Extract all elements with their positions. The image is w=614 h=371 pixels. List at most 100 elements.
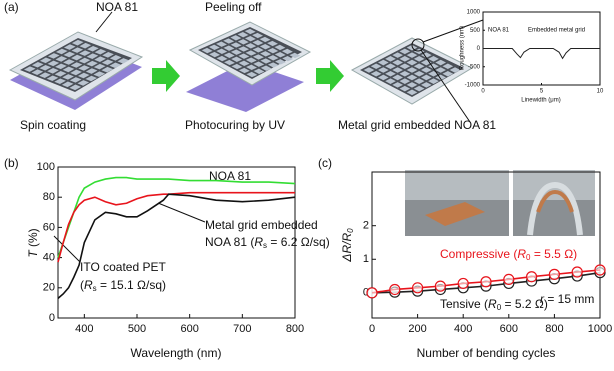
layer [63, 44, 76, 50]
plot-frame [57, 166, 296, 319]
y-tick-label: 0 [477, 46, 481, 52]
layer [377, 67, 389, 73]
layer [231, 63, 243, 70]
annotation: (Rs = 15.1 Ω/sq) [80, 278, 166, 293]
panel-label: (a) [4, 0, 19, 14]
series-line [483, 48, 600, 60]
layer [435, 74, 447, 81]
layer [260, 51, 272, 57]
layer [267, 55, 279, 61]
y-tick-label: 0 [363, 287, 369, 299]
layer [63, 51, 76, 58]
layer [413, 63, 425, 70]
layer [223, 52, 235, 59]
layer [413, 56, 425, 62]
annotation: Embedded metal grid [528, 28, 585, 34]
layer [71, 54, 83, 61]
layer [71, 47, 84, 53]
layer [267, 62, 279, 68]
layer [435, 67, 447, 73]
x-tick-label: 0 [481, 89, 485, 95]
layer [370, 63, 382, 70]
marker [434, 280, 446, 292]
layer [237, 31, 249, 38]
layer [31, 61, 44, 68]
y-axis-label: ΔR/R0 [340, 228, 355, 263]
layer [93, 63, 106, 70]
layer [231, 56, 243, 63]
layer [385, 70, 396, 77]
series-label: Tensive (R0 = 5.2 Ω) [440, 297, 548, 312]
y-tick-label: 500 [470, 28, 481, 34]
x-tick-label: 600 [180, 323, 198, 335]
layer [399, 70, 411, 77]
layer [238, 46, 250, 52]
layer [282, 55, 294, 62]
arrow [316, 60, 344, 92]
layer [54, 78, 66, 85]
layer [47, 68, 59, 74]
layer [406, 89, 418, 96]
layer [370, 70, 382, 77]
layer [399, 48, 411, 55]
layer [385, 56, 396, 62]
layer [216, 41, 227, 47]
layer [85, 75, 98, 82]
layer [413, 70, 425, 77]
layer [78, 57, 91, 64]
layer [428, 56, 439, 62]
layer [109, 62, 122, 69]
zoom-circle [411, 38, 425, 52]
layer [420, 67, 432, 73]
layer [62, 74, 74, 80]
layer [244, 35, 256, 42]
layer [252, 32, 264, 39]
y-tick-label: 60 [43, 221, 55, 233]
layer [246, 71, 258, 78]
layer [55, 63, 67, 70]
marker [457, 277, 469, 290]
layer [93, 71, 106, 77]
series-label: Metal grid embedded [205, 218, 318, 232]
layer [449, 67, 461, 73]
layer [224, 59, 235, 66]
layer [253, 68, 265, 75]
annotation: NOA 81 (Rs = 6.2 Ω/sq) [205, 235, 330, 250]
y-tick-label: -500 [468, 64, 481, 70]
y-axis-label: Roughness (nm) [460, 26, 466, 70]
marker [412, 282, 424, 294]
layer [399, 56, 411, 62]
layer [260, 65, 272, 71]
layer [230, 42, 242, 48]
layer [238, 67, 250, 74]
layer [109, 55, 122, 61]
layer [78, 65, 90, 71]
plot-frame [371, 171, 601, 319]
pointer [420, 49, 471, 123]
layer [267, 40, 278, 47]
x-tick-label: 1000 [588, 323, 612, 335]
layer [377, 59, 389, 66]
layer [39, 64, 52, 71]
x-tick-label: 10 [597, 89, 604, 95]
layer [54, 71, 67, 77]
layer [392, 82, 404, 88]
layer [201, 47, 213, 54]
x-tick-label: 200 [408, 323, 426, 335]
annotation: r = 15 mm [540, 292, 594, 306]
marker [594, 264, 606, 276]
label: Peeling off [205, 0, 262, 14]
layer [186, 62, 304, 112]
layer [406, 59, 418, 66]
layer [406, 44, 418, 51]
layer [246, 64, 258, 71]
layer [86, 60, 98, 67]
layer [77, 80, 90, 86]
layer [209, 51, 221, 58]
layer [259, 43, 271, 50]
label: Photocuring by UV [185, 118, 285, 132]
marker [389, 283, 401, 296]
pointer [95, 11, 113, 33]
layer [238, 60, 250, 67]
